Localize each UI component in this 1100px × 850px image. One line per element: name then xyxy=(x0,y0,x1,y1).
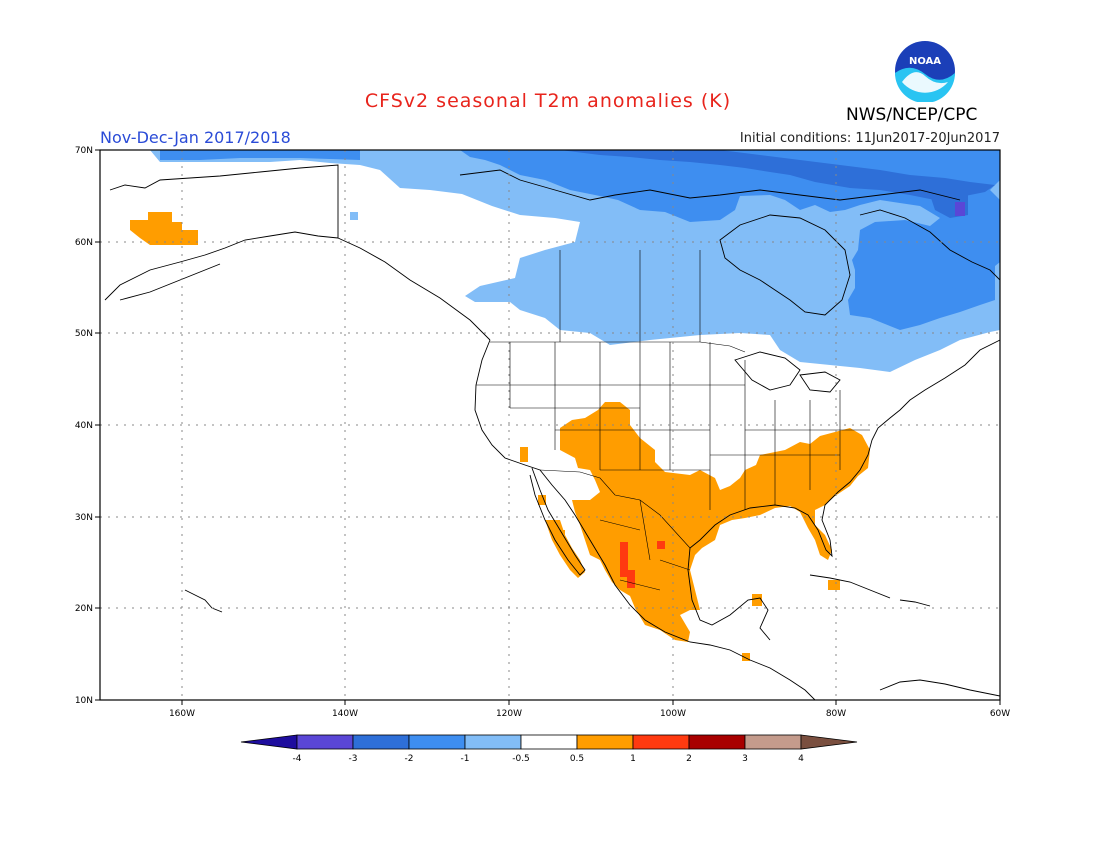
axis-ticks xyxy=(95,149,1001,705)
great-lakes xyxy=(734,351,841,393)
warm-anomaly-caribbean xyxy=(742,653,750,661)
lon-label: 80W xyxy=(826,709,846,719)
lat-label: 70N xyxy=(75,146,93,156)
lon-label: 100W xyxy=(660,709,686,719)
warm-anomaly-red xyxy=(627,570,635,588)
colorbar-segment xyxy=(688,734,746,750)
colorbar-segment xyxy=(576,734,634,750)
warm-anomaly-baja xyxy=(555,530,565,542)
warm-anomaly-caribbean xyxy=(752,594,762,606)
colorbar-segment xyxy=(296,734,354,750)
gulf-coast xyxy=(689,339,1000,558)
graticule xyxy=(100,150,1000,700)
cold-anomaly-purple xyxy=(955,202,965,216)
mexico-east-coast xyxy=(687,547,771,641)
colorbar-tick-label: -1 xyxy=(461,754,470,764)
chart-title: CFSv2 seasonal T2m anomalies (K) xyxy=(364,90,732,112)
alaska-coast xyxy=(109,164,491,341)
colorbar-tick-label: -0.5 xyxy=(512,754,530,764)
lon-label: 140W xyxy=(332,709,358,719)
labrador xyxy=(859,209,1000,281)
cold-anomaly-light xyxy=(150,150,1000,372)
lat-label: 20N xyxy=(75,604,93,614)
colorbar-tick-label: 4 xyxy=(798,754,804,764)
lat-label: 40N xyxy=(75,421,93,431)
cold-anomaly-light xyxy=(350,212,358,220)
colorbar-segment xyxy=(240,734,298,750)
colorbar-segment xyxy=(520,734,578,750)
lon-label: 120W xyxy=(496,709,522,719)
hawaii xyxy=(184,589,223,613)
colorbar xyxy=(240,734,858,750)
colorbar-segment xyxy=(464,734,522,750)
lat-label: 50N xyxy=(75,329,93,339)
aleutians xyxy=(119,263,221,301)
colorbar-tick-label: 1 xyxy=(630,754,636,764)
lon-label: 160W xyxy=(169,709,195,719)
colorbar-labels: -4 -3 -2 -1 -0.5 0.5 1 2 3 4 xyxy=(293,754,805,764)
alaska-south-coast xyxy=(104,231,339,301)
lat-label: 30N xyxy=(75,513,93,523)
cold-anomaly-mid xyxy=(160,150,360,160)
west-coast-us xyxy=(474,339,816,700)
cuba xyxy=(809,574,891,599)
baja xyxy=(529,467,586,576)
warm-anomaly-baja xyxy=(545,520,585,578)
anomaly-shading xyxy=(130,150,1000,661)
colorbar-segment xyxy=(744,734,802,750)
mexico-states xyxy=(599,499,691,591)
colorbar-tick-label: 3 xyxy=(742,754,748,764)
warm-anomaly-caribbean xyxy=(828,580,840,590)
noaa-logo-icon: NOAA xyxy=(895,41,955,102)
coastlines xyxy=(104,164,1000,700)
warm-anomaly-south xyxy=(520,447,528,462)
colorbar-segment xyxy=(408,734,466,750)
warm-anomaly-alaska xyxy=(130,212,198,245)
lon-label: 60W xyxy=(990,709,1010,719)
warm-anomaly-red xyxy=(620,542,628,577)
cold-anomaly-mid xyxy=(460,150,1000,330)
warm-anomaly-south xyxy=(538,495,546,505)
hispaniola xyxy=(899,599,931,607)
initial-conditions: Initial conditions: 11Jun2017-20Jun2017 xyxy=(739,131,1000,146)
colorbar-segment xyxy=(800,734,858,750)
political-borders xyxy=(476,250,870,591)
colorbar-tick-label: -3 xyxy=(349,754,358,764)
colorbar-segment xyxy=(632,734,690,750)
colorbar-tick-label: 2 xyxy=(686,754,692,764)
warm-anomaly-red xyxy=(657,541,665,549)
forecast-period: Nov-Dec-Jan 2017/2018 xyxy=(100,128,291,147)
colorbar-tick-label: 0.5 xyxy=(570,754,584,764)
lat-label: 60N xyxy=(75,238,93,248)
south-america xyxy=(879,679,1000,697)
cold-anomaly-mid xyxy=(900,232,990,290)
hudson-bay xyxy=(719,214,851,316)
colorbar-tick-label: -2 xyxy=(405,754,414,764)
agency-label: NWS/NCEP/CPC xyxy=(846,105,978,125)
lat-label: 10N xyxy=(75,696,93,706)
colorbar-segment xyxy=(352,734,410,750)
arctic-islands xyxy=(459,169,961,201)
colorbar-tick-label: -4 xyxy=(293,754,302,764)
logo-text: NOAA xyxy=(909,56,941,67)
us-mexico-border xyxy=(539,469,691,549)
canada-provinces xyxy=(559,250,701,342)
state-lines xyxy=(476,342,870,510)
warm-anomaly-south xyxy=(560,402,870,642)
